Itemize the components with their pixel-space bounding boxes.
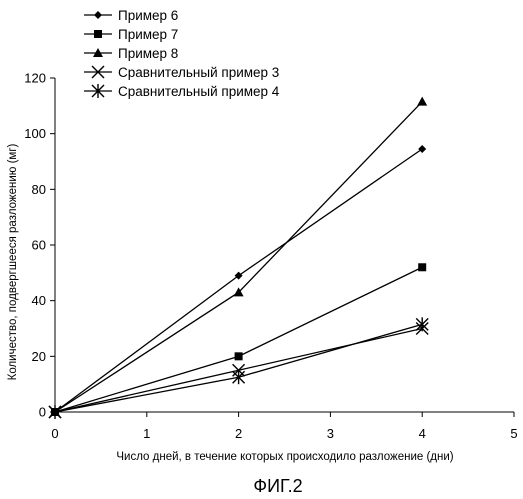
legend-item: Пример 8 — [84, 46, 178, 61]
legend-marker — [94, 30, 102, 38]
x-tick-label: 4 — [419, 426, 426, 441]
legend-item: Сравнительный пример 3 — [84, 65, 279, 80]
data-point — [235, 352, 243, 360]
legend-item: Пример 7 — [84, 27, 178, 42]
legend-item: Сравнительный пример 4 — [84, 84, 280, 99]
legend-item: Пример 6 — [84, 8, 178, 23]
series-group — [49, 97, 428, 419]
y-tick-label: 100 — [24, 126, 46, 141]
series-3 — [50, 97, 427, 416]
legend-marker — [94, 11, 102, 19]
y-tick-label: 60 — [32, 238, 46, 253]
legend-label: Пример 7 — [118, 27, 178, 42]
x-axis-label: Число дней, в течение которых происходил… — [116, 451, 453, 463]
legend-label: Сравнительный пример 3 — [118, 65, 279, 80]
x-tick-label: 0 — [51, 426, 58, 441]
y-tick-label: 20 — [32, 349, 46, 364]
square-marker-shape — [94, 30, 102, 38]
x-tick-label: 3 — [327, 426, 334, 441]
legend-label: Сравнительный пример 4 — [118, 84, 280, 99]
series-line — [55, 102, 422, 412]
legend-label: Пример 6 — [118, 8, 178, 23]
series-5 — [49, 317, 428, 419]
square-marker-shape — [235, 352, 243, 360]
triangle-marker-shape — [417, 97, 427, 106]
data-point — [418, 263, 426, 271]
y-axis-label: Количество, подвергшееся разложению (мг) — [7, 143, 19, 380]
y-tick-label: 120 — [24, 71, 46, 86]
y-tick-label: 0 — [39, 405, 46, 420]
x-tick-label: 5 — [510, 426, 517, 441]
tick-labels: 0 20 40 60 80 100 120 0 1 2 3 4 5 — [24, 71, 517, 442]
data-point — [233, 370, 245, 384]
diamond-marker-shape — [418, 145, 426, 153]
y-tick-label: 40 — [32, 293, 46, 308]
legend: Пример 6 Пример 7 Пример 8 Сравнительный пр… — [84, 8, 280, 99]
data-point — [417, 97, 427, 106]
x-tick-label: 2 — [235, 426, 242, 441]
data-point — [418, 145, 426, 153]
square-marker-shape — [418, 263, 426, 271]
figure-caption: ФИГ.2 — [253, 476, 302, 496]
diamond-marker-shape — [94, 11, 102, 19]
y-tick-label: 80 — [32, 182, 46, 197]
x-tick-label: 1 — [143, 426, 150, 441]
legend-label: Пример 8 — [118, 46, 178, 61]
